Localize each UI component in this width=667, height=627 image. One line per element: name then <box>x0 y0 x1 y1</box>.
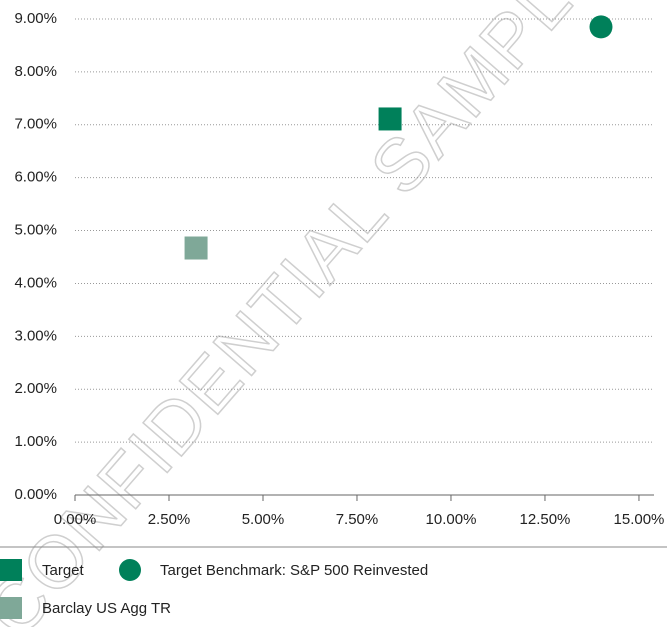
x-tick-label: 7.50% <box>336 511 379 528</box>
x-tick-label: 2.50% <box>148 511 191 528</box>
y-tick-label: 7.00% <box>14 116 57 133</box>
legend-label: Target <box>42 562 85 579</box>
y-tick-label: 5.00% <box>14 222 57 239</box>
watermark: CONFIDENTIAL SAMPLE <box>0 0 622 627</box>
y-tick-label: 0.00% <box>14 486 57 503</box>
x-tick-label: 0.00% <box>54 511 97 528</box>
y-tick-label: 8.00% <box>14 63 57 80</box>
x-tick-label: 12.50% <box>520 511 571 528</box>
legend-marker <box>119 559 141 581</box>
y-tick-label: 6.00% <box>14 169 57 186</box>
point <box>378 107 402 131</box>
point <box>589 15 613 39</box>
y-tick-label: 4.00% <box>14 274 57 291</box>
y-tick-label: 2.00% <box>14 380 57 397</box>
legend-marker <box>0 597 22 619</box>
x-tick-label: 5.00% <box>242 511 285 528</box>
y-tick-label: 9.00% <box>14 10 57 27</box>
y-tick-label: 1.00% <box>14 433 57 450</box>
y-tick-label: 3.00% <box>14 327 57 344</box>
point <box>184 236 208 260</box>
legend-label: Target Benchmark: S&P 500 Reinvested <box>160 562 428 579</box>
x-tick-label: 10.00% <box>426 511 477 528</box>
legend-label: Barclay US Agg TR <box>42 600 171 617</box>
legend-marker <box>0 559 22 581</box>
x-tick-label: 15.00% <box>614 511 665 528</box>
